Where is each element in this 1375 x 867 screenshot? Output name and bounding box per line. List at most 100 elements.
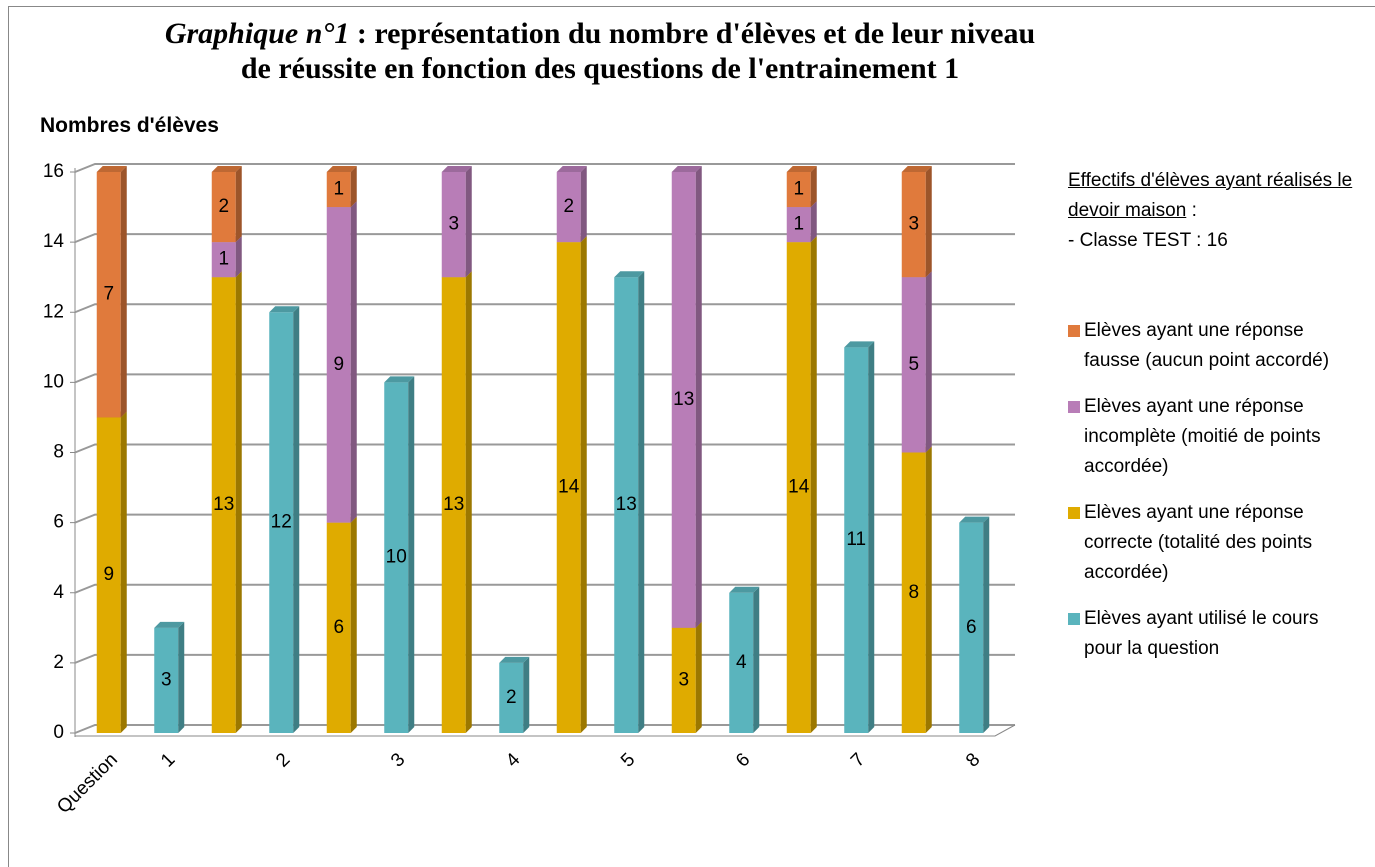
bar-side (810, 166, 817, 208)
bar-front (901, 277, 926, 453)
bar-front (96, 172, 121, 418)
bar-front (786, 207, 811, 243)
bar-front (326, 172, 351, 208)
bar-side (925, 166, 932, 278)
y-tick-label: 14 (43, 231, 65, 252)
data-label: 4 (736, 652, 747, 673)
data-label: 12 (271, 512, 292, 533)
bar-front (269, 312, 294, 733)
bar-side (580, 166, 587, 243)
data-label: 2 (563, 196, 574, 217)
data-label: 8 (908, 582, 919, 603)
bar-side (523, 656, 530, 733)
data-label: 3 (448, 214, 459, 235)
bar-front (326, 207, 351, 523)
bar-side (178, 621, 185, 733)
bar-side (465, 271, 472, 733)
bar-side (753, 586, 760, 733)
title-text: : représentation du nombre d'élèves et d… (240, 17, 1036, 85)
y-tick-label: 10 (43, 371, 64, 392)
bar-segment (614, 271, 645, 733)
data-label: 3 (161, 669, 172, 690)
bar-segment (844, 341, 875, 733)
bar-front (211, 277, 236, 733)
bar-segment (441, 166, 472, 278)
x-tick-label: 6 (732, 749, 754, 771)
y-tick-label: 4 (53, 582, 64, 603)
bar-top (269, 306, 300, 313)
data-label: 9 (103, 564, 114, 585)
grid-line (74, 373, 1015, 384)
bar-segment (671, 166, 702, 628)
legend-swatch (1068, 325, 1080, 337)
bar-top (499, 656, 530, 663)
legend-label: Elèves ayant une réponse fausse (aucun p… (1084, 320, 1330, 371)
frame (8, 6, 1375, 867)
bar-front (556, 242, 581, 733)
bar-top (671, 166, 702, 172)
bar-segment (786, 166, 817, 208)
title-emphasis: Graphique n°1 (164, 17, 350, 50)
data-label: 11 (846, 529, 866, 550)
data-label: 13 (673, 389, 694, 410)
x-tick-label: 7 (847, 749, 869, 771)
data-label: 1 (793, 214, 804, 235)
grid-line (74, 513, 1015, 524)
bar-segment (96, 411, 127, 733)
bar-segment (786, 236, 817, 733)
bar-segment (211, 166, 242, 243)
bar-side (235, 166, 242, 243)
y-tick-label: 16 (43, 161, 64, 182)
bar-side (580, 236, 587, 733)
legend-label: Elèves ayant une réponse incomplète (moi… (1084, 396, 1321, 477)
bar-segment (326, 516, 357, 733)
bar-front (211, 172, 236, 243)
bar-side (810, 236, 817, 733)
annotation-colon: : (1191, 200, 1197, 221)
data-label: 2 (218, 196, 229, 217)
bar-side (120, 411, 127, 733)
data-label: 1 (333, 179, 344, 200)
bar-front (786, 242, 811, 733)
annotation-line: - Classe TEST : 16 (1068, 230, 1228, 251)
bar-top (844, 341, 875, 348)
bar-front (671, 627, 696, 733)
legend-item: Elèves ayant utilisé le cours pour la qu… (1068, 604, 1368, 664)
data-label: 2 (506, 687, 517, 708)
data-label: 5 (908, 354, 919, 375)
bar-segment (729, 586, 760, 733)
data-label: 1 (218, 249, 229, 270)
data-label: 13 (443, 494, 464, 515)
bar-top (556, 166, 587, 172)
annotation-heading: Effectifs d'élèves ayant réalisés le dev… (1068, 170, 1353, 221)
data-label: 6 (966, 617, 977, 638)
chart: 024681012141697Question31131212269110313… (43, 161, 1016, 818)
bar-front (614, 277, 639, 733)
bar-side (408, 376, 415, 733)
bar-front (154, 627, 179, 733)
bar-segment (154, 621, 185, 733)
x-tick-label: 3 (387, 749, 409, 771)
bar-side (120, 166, 127, 418)
bar-front (786, 172, 811, 208)
bar-top (614, 271, 645, 278)
bar-segment (211, 236, 242, 278)
bar-segment (96, 166, 127, 418)
x-tick-label: 8 (962, 749, 984, 771)
grid-line (74, 724, 1015, 734)
bar-side (925, 271, 932, 453)
bar-side (695, 166, 702, 628)
bar-top (326, 166, 357, 172)
data-label: 3 (908, 214, 919, 235)
bar-segment (901, 446, 932, 733)
bar-segment (959, 516, 990, 733)
bar-top (729, 586, 760, 593)
bar-side (293, 306, 300, 733)
bar-top (211, 166, 242, 172)
bar-segment (556, 166, 587, 243)
bar-segment (556, 236, 587, 733)
bar-front (556, 172, 581, 243)
y-tick-label: 8 (53, 442, 64, 463)
legend-swatch (1068, 507, 1080, 519)
legend-item: Elèves ayant une réponse correcte (total… (1068, 498, 1368, 588)
